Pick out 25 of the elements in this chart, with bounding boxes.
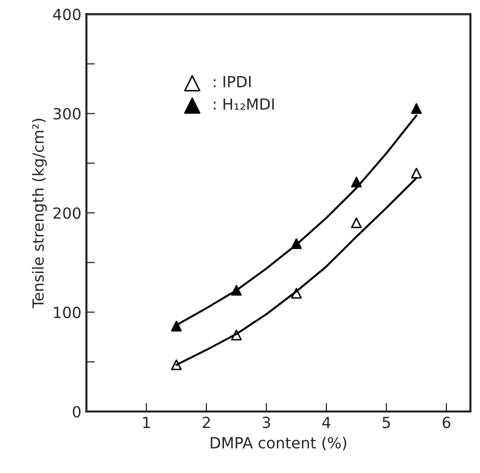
point bbox=[351, 217, 362, 228]
point bbox=[351, 176, 362, 188]
x-tick-label: 6 bbox=[442, 416, 450, 428]
point bbox=[231, 284, 242, 296]
legend-label: : H₁₂MDI bbox=[214, 98, 274, 110]
x-tick-label: 3 bbox=[262, 416, 270, 428]
y-tick-label: 300 bbox=[54, 108, 81, 120]
point bbox=[231, 330, 242, 340]
point bbox=[291, 238, 302, 249]
x-axis-title: DMPA content (%) bbox=[210, 436, 346, 450]
x-tick-label: 5 bbox=[382, 416, 390, 428]
point bbox=[411, 103, 422, 114]
x-tick-label: 1 bbox=[143, 416, 150, 428]
y-tick-label: 100 bbox=[54, 306, 81, 318]
y-tick-label: 200 bbox=[53, 207, 81, 219]
y-tick-label: 0 bbox=[72, 406, 81, 418]
point bbox=[171, 320, 182, 332]
x-tick-label: 4 bbox=[322, 416, 330, 428]
y-tick-label: 400 bbox=[53, 8, 81, 20]
legend-label: : IPDI bbox=[214, 76, 251, 88]
point bbox=[171, 359, 182, 370]
y-axis-title: Tensile strength (kg/cm²) bbox=[32, 118, 47, 308]
point bbox=[291, 288, 302, 299]
point bbox=[411, 168, 422, 178]
x-tick-label: 2 bbox=[202, 416, 210, 428]
